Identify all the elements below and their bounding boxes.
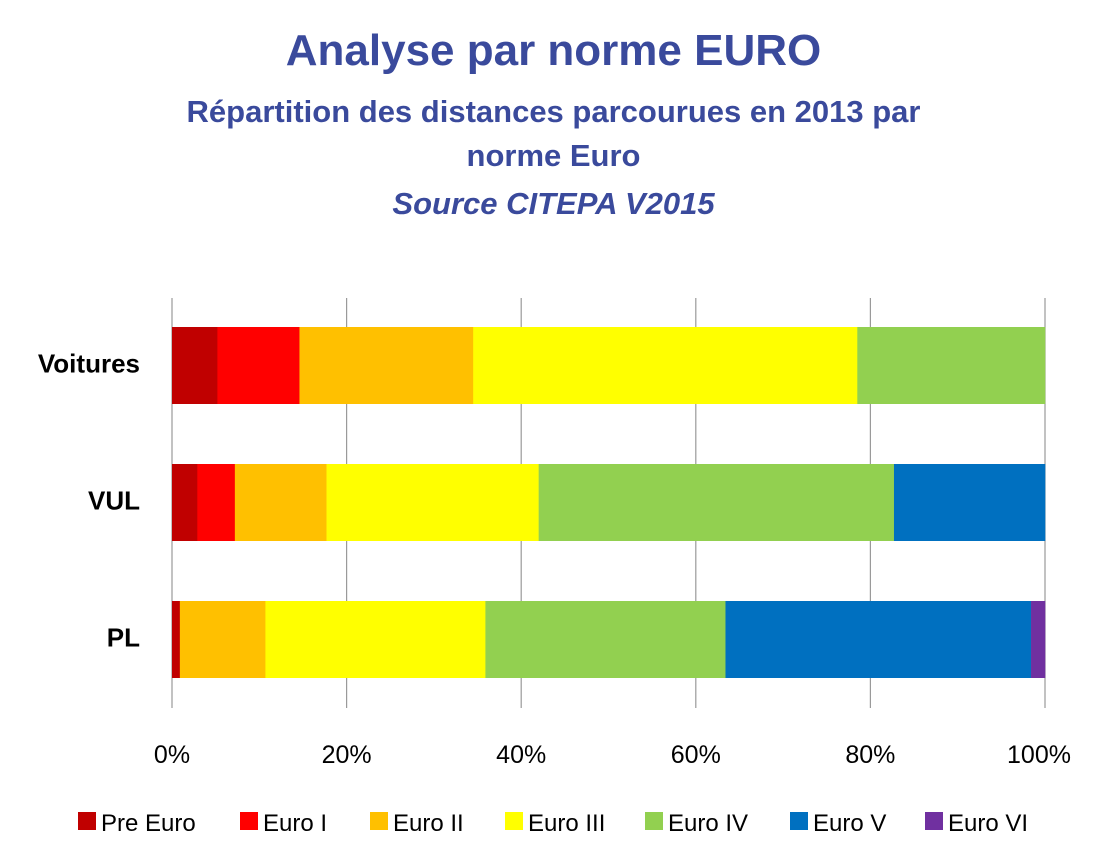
chart-source: Source CITEPA V2015 xyxy=(392,186,715,221)
bar-segment-0-3 xyxy=(473,327,858,404)
category-labels: Voitures VUL PL xyxy=(38,348,140,652)
bar-segment-2-5 xyxy=(725,601,1032,678)
x-tick-label-5: 100% xyxy=(1007,741,1071,769)
bar-segment-2-6 xyxy=(1031,601,1046,678)
bar-segment-1-1 xyxy=(197,464,236,541)
legend-swatch-3 xyxy=(505,812,523,830)
legend-label-5: Euro V xyxy=(813,810,886,837)
legend-swatch-0 xyxy=(78,812,96,830)
x-tick-label-4: 80% xyxy=(845,741,895,769)
bar-segment-2-0 xyxy=(172,601,181,678)
legend-label-1: Euro I xyxy=(263,810,327,837)
legend-swatch-2 xyxy=(370,812,388,830)
bar-segment-2-4 xyxy=(485,601,726,678)
x-tick-label-2: 40% xyxy=(496,741,546,769)
bar-segment-1-4 xyxy=(538,464,895,541)
legend-swatch-1 xyxy=(240,812,258,830)
bars xyxy=(172,327,1046,678)
bar-segment-2-3 xyxy=(265,601,486,678)
bar-segment-1-5 xyxy=(893,464,1046,541)
category-label-2: PL xyxy=(107,622,140,652)
bar-segment-0-0 xyxy=(172,327,218,404)
category-label-0: Voitures xyxy=(38,348,140,378)
chart-subtitle-line1: Répartition des distances parcourues en … xyxy=(186,94,921,129)
x-tick-label-1: 20% xyxy=(322,741,372,769)
bar-segment-1-0 xyxy=(172,464,198,541)
bar-segment-2-2 xyxy=(179,601,266,678)
legend-label-2: Euro II xyxy=(393,810,464,837)
legend-swatch-6 xyxy=(925,812,943,830)
legend: Pre Euro Euro I Euro II Euro III Euro IV Euro… xyxy=(78,810,1028,837)
legend-swatch-5 xyxy=(790,812,808,830)
x-tick-labels: 0% 20% 40% 60% 80% 100% xyxy=(154,741,1071,769)
bar-segment-1-3 xyxy=(326,464,539,541)
chart-title: Analyse par norme EURO xyxy=(285,26,822,75)
category-label-1: VUL xyxy=(88,485,140,515)
bar-segment-0-2 xyxy=(299,327,474,404)
bar-segment-1-2 xyxy=(234,464,327,541)
legend-label-3: Euro III xyxy=(528,810,605,837)
x-tick-label-3: 60% xyxy=(671,741,721,769)
bar-segment-0-1 xyxy=(217,327,300,404)
chart-subtitle-line2: norme Euro xyxy=(466,138,641,173)
legend-label-6: Euro VI xyxy=(948,810,1028,837)
legend-label-4: Euro IV xyxy=(668,810,748,837)
legend-label-0: Pre Euro xyxy=(101,810,196,837)
x-tick-label-0: 0% xyxy=(154,741,190,769)
legend-swatch-4 xyxy=(645,812,663,830)
bar-segment-0-4 xyxy=(857,327,1046,404)
